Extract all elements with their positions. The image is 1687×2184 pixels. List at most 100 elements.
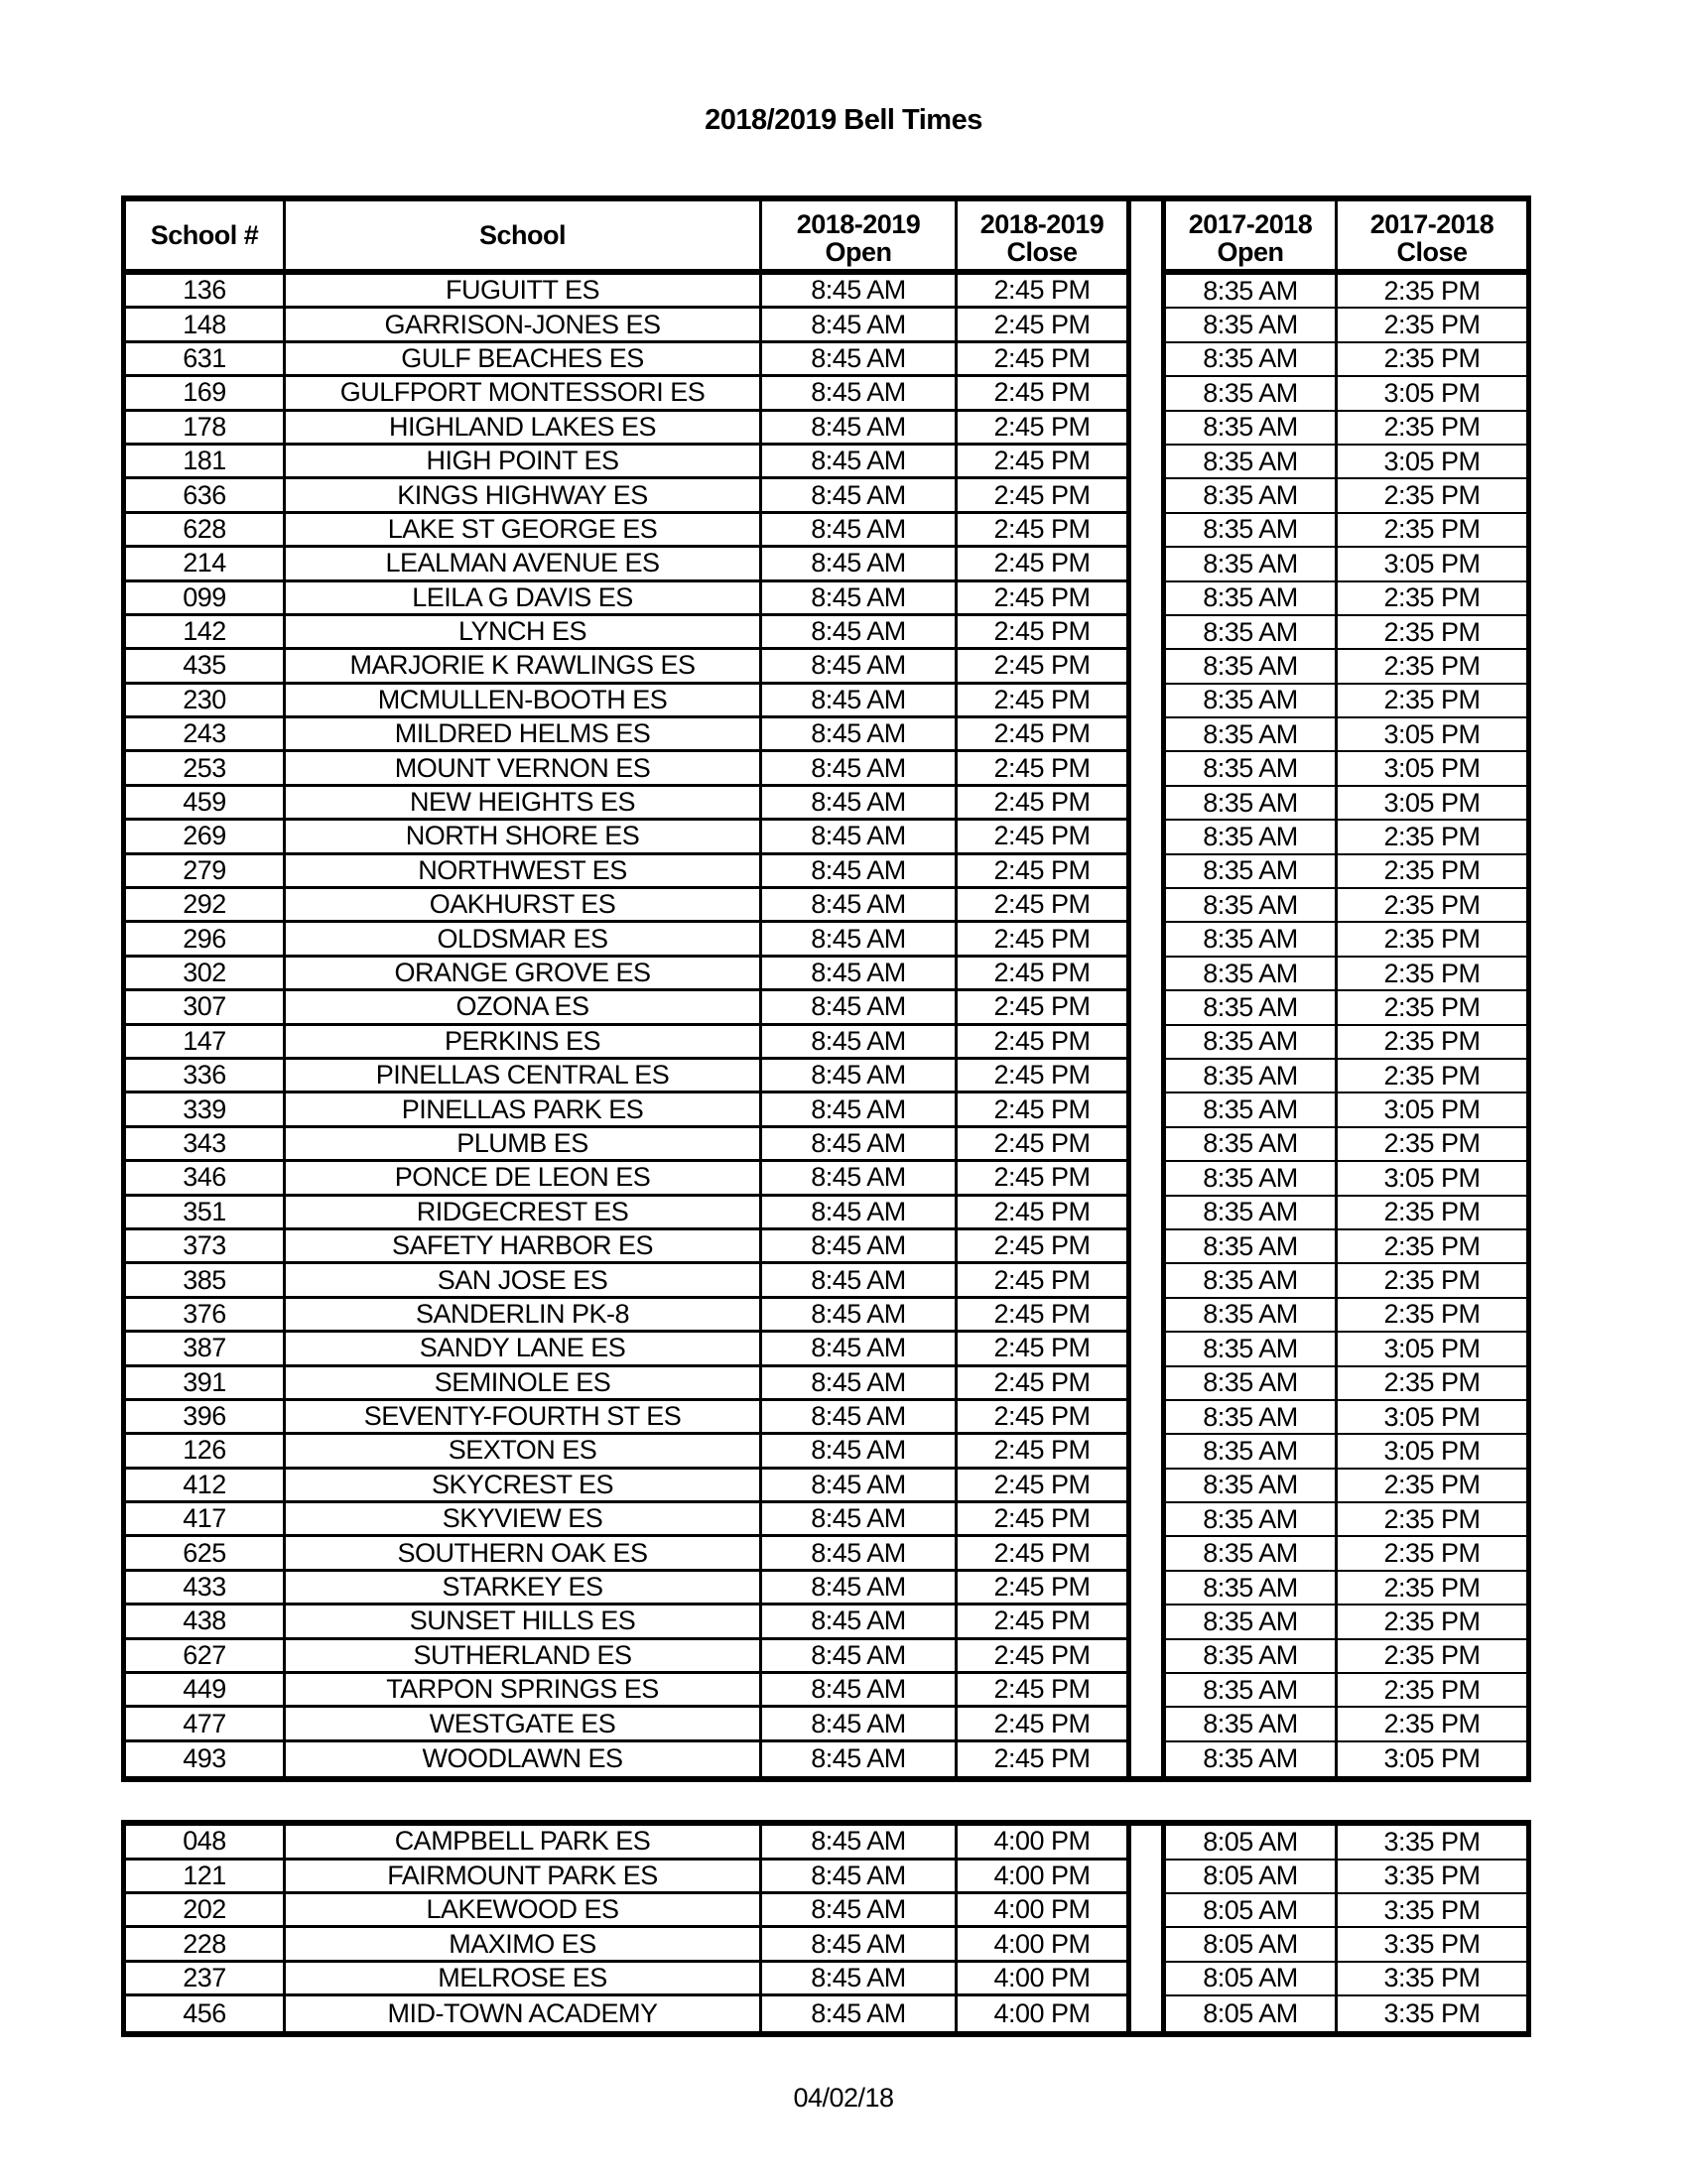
close-2017-2018-cell: 3:35 PM — [1338, 1928, 1531, 1963]
close-2017-2018-cell: 2:35 PM — [1338, 854, 1531, 890]
school-name-cell: SOUTHERN OAK ES — [286, 1537, 762, 1572]
open-2018-2019-cell: 8:45 AM — [762, 1469, 958, 1504]
close-2017-2018-cell: 2:35 PM — [1338, 1674, 1531, 1709]
close-2018-2019-cell: 2:45 PM — [958, 1059, 1131, 1094]
page-title: 2018/2019 Bell Times — [705, 104, 982, 136]
open-2017-2018-cell: 8:35 AM — [1161, 1435, 1338, 1470]
open-2017-2018-cell: 8:35 AM — [1161, 1059, 1338, 1094]
school-name-cell: GULF BEACHES ES — [286, 342, 762, 378]
column-gap — [1131, 343, 1161, 377]
close-2018-2019-cell: 2:45 PM — [958, 1503, 1131, 1538]
close-2017-2018-cell: 2:35 PM — [1338, 1537, 1531, 1572]
close-2018-2019-cell: 2:45 PM — [958, 1537, 1131, 1572]
school-number-cell: 336 — [121, 1059, 286, 1094]
column-gap — [1131, 1299, 1161, 1333]
open-2018-2019-cell: 8:45 AM — [762, 1928, 958, 1963]
open-2017-2018-cell: 8:35 AM — [1161, 1162, 1338, 1197]
school-name-cell: SEVENTY-FOURTH ST ES — [286, 1400, 762, 1436]
open-2017-2018-cell: 8:35 AM — [1161, 991, 1338, 1026]
close-2017-2018-cell: 2:35 PM — [1338, 1503, 1531, 1538]
school-number-cell: 048 — [121, 1826, 286, 1861]
school-number-cell: 376 — [121, 1298, 286, 1334]
column-gap — [1131, 1333, 1161, 1366]
close-2017-2018-cell: 2:35 PM — [1338, 821, 1531, 855]
close-2018-2019-cell: 2:45 PM — [958, 889, 1131, 924]
header-open-2017-2018: 2017-2018 Open — [1161, 201, 1338, 275]
open-2018-2019-cell: 8:45 AM — [762, 1962, 958, 1997]
open-2018-2019-cell: 8:45 AM — [762, 1674, 958, 1709]
close-2018-2019-cell: 2:45 PM — [958, 1229, 1131, 1265]
school-number-cell: 296 — [121, 923, 286, 958]
close-2018-2019-cell: 2:45 PM — [958, 1298, 1131, 1334]
school-number-cell: 385 — [121, 1264, 286, 1299]
column-gap — [1131, 1230, 1161, 1264]
school-number-cell: 279 — [121, 854, 286, 890]
header-year-label: 2017-2018 — [1369, 209, 1494, 239]
close-2017-2018-cell: 2:35 PM — [1338, 1708, 1531, 1742]
open-2017-2018-cell: 8:35 AM — [1161, 1571, 1338, 1606]
close-2018-2019-cell: 2:45 PM — [958, 377, 1131, 412]
open-2018-2019-cell: 8:45 AM — [762, 1366, 958, 1401]
school-name-cell: PINELLAS PARK ES — [286, 1093, 762, 1128]
open-2017-2018-cell: 8:35 AM — [1161, 1366, 1338, 1401]
close-2017-2018-cell: 2:35 PM — [1338, 1229, 1531, 1265]
open-2017-2018-cell: 8:35 AM — [1161, 1400, 1338, 1436]
close-2018-2019-cell: 2:45 PM — [958, 684, 1131, 719]
close-2018-2019-cell: 2:45 PM — [958, 752, 1131, 787]
column-gap — [1131, 1162, 1161, 1196]
open-2017-2018-cell: 8:35 AM — [1161, 1741, 1338, 1777]
open-2017-2018-cell: 8:35 AM — [1161, 718, 1338, 753]
close-2017-2018-cell: 3:35 PM — [1338, 1860, 1531, 1894]
open-2018-2019-cell: 8:45 AM — [762, 1229, 958, 1265]
open-2018-2019-cell: 8:45 AM — [762, 1571, 958, 1606]
school-number-cell: 202 — [121, 1893, 286, 1929]
close-2017-2018-cell: 2:35 PM — [1338, 1469, 1531, 1504]
school-name-cell: KINGS HIGHWAY ES — [286, 479, 762, 514]
school-name-cell: TARPON SPRINGS ES — [286, 1674, 762, 1709]
open-2017-2018-cell: 8:35 AM — [1161, 1264, 1338, 1299]
open-2018-2019-cell: 8:45 AM — [762, 1503, 958, 1538]
close-2018-2019-cell: 4:00 PM — [958, 1996, 1131, 2031]
close-2018-2019-cell: 2:45 PM — [958, 1127, 1131, 1163]
school-number-cell: 391 — [121, 1366, 286, 1401]
close-2018-2019-cell: 2:45 PM — [958, 1708, 1131, 1742]
column-gap — [1131, 309, 1161, 342]
close-2018-2019-cell: 4:00 PM — [958, 1860, 1131, 1894]
open-2017-2018-cell: 8:05 AM — [1161, 1860, 1338, 1894]
close-2017-2018-cell: 3:05 PM — [1338, 445, 1531, 480]
close-2017-2018-cell: 2:35 PM — [1338, 1639, 1531, 1675]
school-name-cell: HIGH POINT ES — [286, 445, 762, 480]
school-number-cell: 346 — [121, 1162, 286, 1197]
close-2017-2018-cell: 3:05 PM — [1338, 786, 1531, 822]
school-number-cell: 627 — [121, 1639, 286, 1675]
close-2018-2019-cell: 2:45 PM — [958, 1606, 1131, 1640]
column-gap — [1131, 1128, 1161, 1162]
open-2017-2018-cell: 8:35 AM — [1161, 684, 1338, 719]
open-2018-2019-cell: 8:45 AM — [762, 752, 958, 787]
close-2018-2019-cell: 2:45 PM — [958, 957, 1131, 992]
open-2018-2019-cell: 8:45 AM — [762, 1025, 958, 1060]
header-close-2018-2019: 2018-2019 Close — [958, 201, 1131, 275]
column-gap — [1131, 1606, 1161, 1639]
column-gap — [1131, 1093, 1161, 1127]
school-name-cell: LAKEWOOD ES — [286, 1893, 762, 1929]
school-name-cell: STARKEY ES — [286, 1571, 762, 1606]
close-2018-2019-cell: 2:45 PM — [958, 1400, 1131, 1436]
school-number-cell: 148 — [121, 309, 286, 343]
school-name-cell: ORANGE GROVE ES — [286, 957, 762, 992]
close-2018-2019-cell: 2:45 PM — [958, 445, 1131, 480]
open-2017-2018-cell: 8:35 AM — [1161, 615, 1338, 651]
open-2017-2018-cell: 8:35 AM — [1161, 309, 1338, 343]
column-gap — [1131, 1640, 1161, 1674]
school-number-cell: 456 — [121, 1996, 286, 2031]
close-2018-2019-cell: 2:45 PM — [958, 923, 1131, 958]
open-2018-2019-cell: 8:45 AM — [762, 615, 958, 651]
school-number-cell: 228 — [121, 1928, 286, 1963]
close-2017-2018-cell: 3:05 PM — [1338, 1333, 1531, 1367]
close-2018-2019-cell: 2:45 PM — [958, 650, 1131, 685]
open-2017-2018-cell: 8:35 AM — [1161, 1229, 1338, 1265]
school-name-cell: LYNCH ES — [286, 615, 762, 651]
open-2017-2018-cell: 8:35 AM — [1161, 445, 1338, 480]
header-open-label: Open — [825, 237, 892, 267]
school-number-cell: 269 — [121, 821, 286, 855]
